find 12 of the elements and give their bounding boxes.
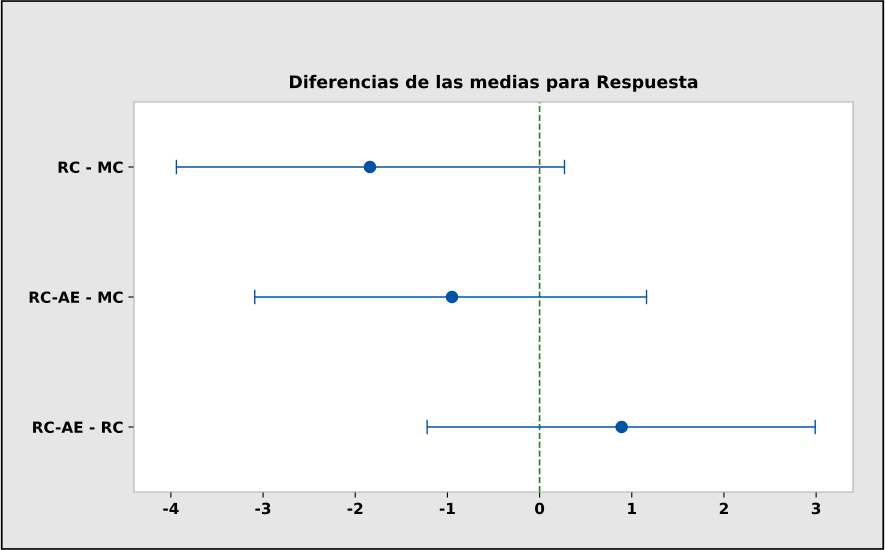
x-tick-label: -3 — [255, 502, 270, 514]
x-tick-label: 3 — [812, 502, 820, 514]
x-tick-label: -2 — [348, 502, 362, 514]
y-tick-label: RC - MC — [58, 161, 123, 174]
x-tick-label: -4 — [163, 502, 179, 514]
y-tick-label: RC-AE - RC — [33, 421, 123, 434]
x-tick-label: 2 — [720, 502, 728, 514]
x-tick-label: 1 — [628, 502, 636, 514]
x-tick-label: 0 — [535, 502, 544, 514]
chart-title: Diferencias de las medias para Respuesta — [290, 74, 698, 92]
y-tick-label: RC-AE - MC — [30, 291, 123, 304]
x-tick-label: -1 — [440, 502, 455, 514]
